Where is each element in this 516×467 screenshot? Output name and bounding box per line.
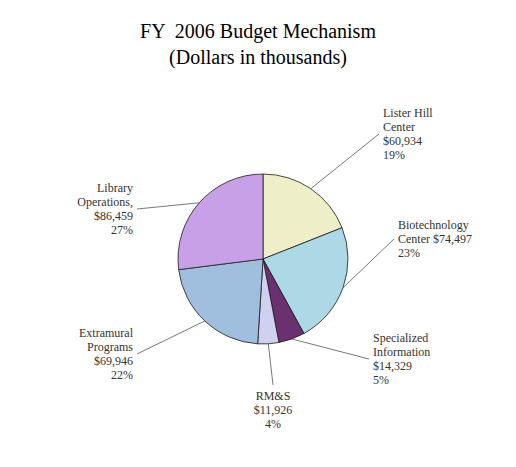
svg-text:RM&S$11,9264%: RM&S$11,9264%	[254, 389, 293, 431]
svg-text:ExtramuralPrograms$69,94622%: ExtramuralPrograms$69,94622%	[79, 326, 134, 382]
svg-text:BiotechnologyCenter $74,49723%: BiotechnologyCenter $74,49723%	[398, 218, 472, 260]
html-text:FY 2006 Budget Mechanism: FY 2006 Budget Mechanism	[140, 20, 376, 42]
svg-text:Lister HillCenter$60,93419%: Lister HillCenter$60,93419%	[383, 106, 433, 162]
svg-text:LibraryOperations,$86,45927%: LibraryOperations,$86,45927%	[77, 181, 133, 237]
html-text:(Dollars in thousands): (Dollars in thousands)	[169, 46, 347, 68]
svg-text:SpecializedInformation$14,3295: SpecializedInformation$14,3295%	[373, 331, 430, 387]
